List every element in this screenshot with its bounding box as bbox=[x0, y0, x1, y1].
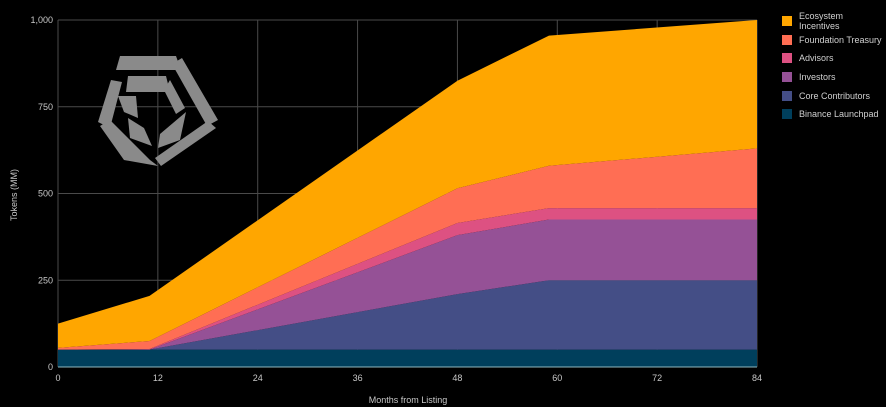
y-axis-ticks: 0 250 500 750 1,000 bbox=[30, 15, 53, 372]
areas bbox=[58, 20, 757, 368]
legend-label: Advisors bbox=[799, 53, 834, 64]
x-tick-label: 12 bbox=[153, 373, 163, 383]
legend-item: Investors bbox=[782, 68, 886, 87]
legend-label: Ecosystem Incentives bbox=[799, 11, 844, 32]
logo-icon bbox=[98, 56, 218, 166]
area-ecosystem-incentives bbox=[58, 20, 757, 348]
y-tick-label: 250 bbox=[38, 275, 53, 285]
x-tick-label: 72 bbox=[652, 373, 662, 383]
legend-swatch bbox=[782, 90, 792, 101]
legend-swatch bbox=[782, 16, 792, 27]
y-axis-title: Tokens (MM) bbox=[9, 169, 19, 221]
x-tick-label: 36 bbox=[353, 373, 363, 383]
area-core-contributors bbox=[58, 280, 757, 350]
legend-swatch bbox=[782, 109, 792, 120]
legend-swatch bbox=[782, 53, 792, 64]
y-tick-label: 1,000 bbox=[30, 15, 53, 25]
area-investors bbox=[58, 219, 757, 350]
legend-item: Ecosystem Incentives bbox=[782, 11, 886, 32]
area-binance-launchpad bbox=[58, 349, 757, 367]
legend-item: Core Contributors bbox=[782, 86, 886, 105]
legend: Ecosystem Incentives Foundation Treasury A… bbox=[782, 11, 886, 124]
legend-item: Advisors bbox=[782, 49, 886, 68]
legend-swatch bbox=[782, 72, 792, 83]
legend-label: Core Contributors bbox=[799, 90, 871, 101]
y-tick-label: 750 bbox=[38, 102, 53, 112]
x-tick-label: 60 bbox=[552, 373, 562, 383]
legend-swatch bbox=[782, 34, 792, 45]
y-tick-label: 0 bbox=[48, 362, 53, 372]
legend-label: Binance Launchpad bbox=[799, 109, 879, 120]
legend-label: Investors bbox=[799, 72, 836, 83]
area-foundation-treasury bbox=[58, 148, 757, 350]
x-axis-ticks: 0 12 24 36 48 60 72 84 bbox=[55, 373, 762, 383]
legend-item: Foundation Treasury bbox=[782, 31, 886, 50]
legend-item: Binance Launchpad bbox=[782, 105, 886, 124]
x-tick-label: 24 bbox=[253, 373, 263, 383]
x-tick-label: 48 bbox=[452, 373, 462, 383]
x-tick-label: 0 bbox=[55, 373, 60, 383]
x-tick-label: 84 bbox=[752, 373, 762, 383]
y-tick-label: 500 bbox=[38, 189, 53, 199]
x-axis-title: Months from Listing bbox=[369, 395, 448, 405]
legend-label: Foundation Treasury bbox=[799, 34, 882, 45]
